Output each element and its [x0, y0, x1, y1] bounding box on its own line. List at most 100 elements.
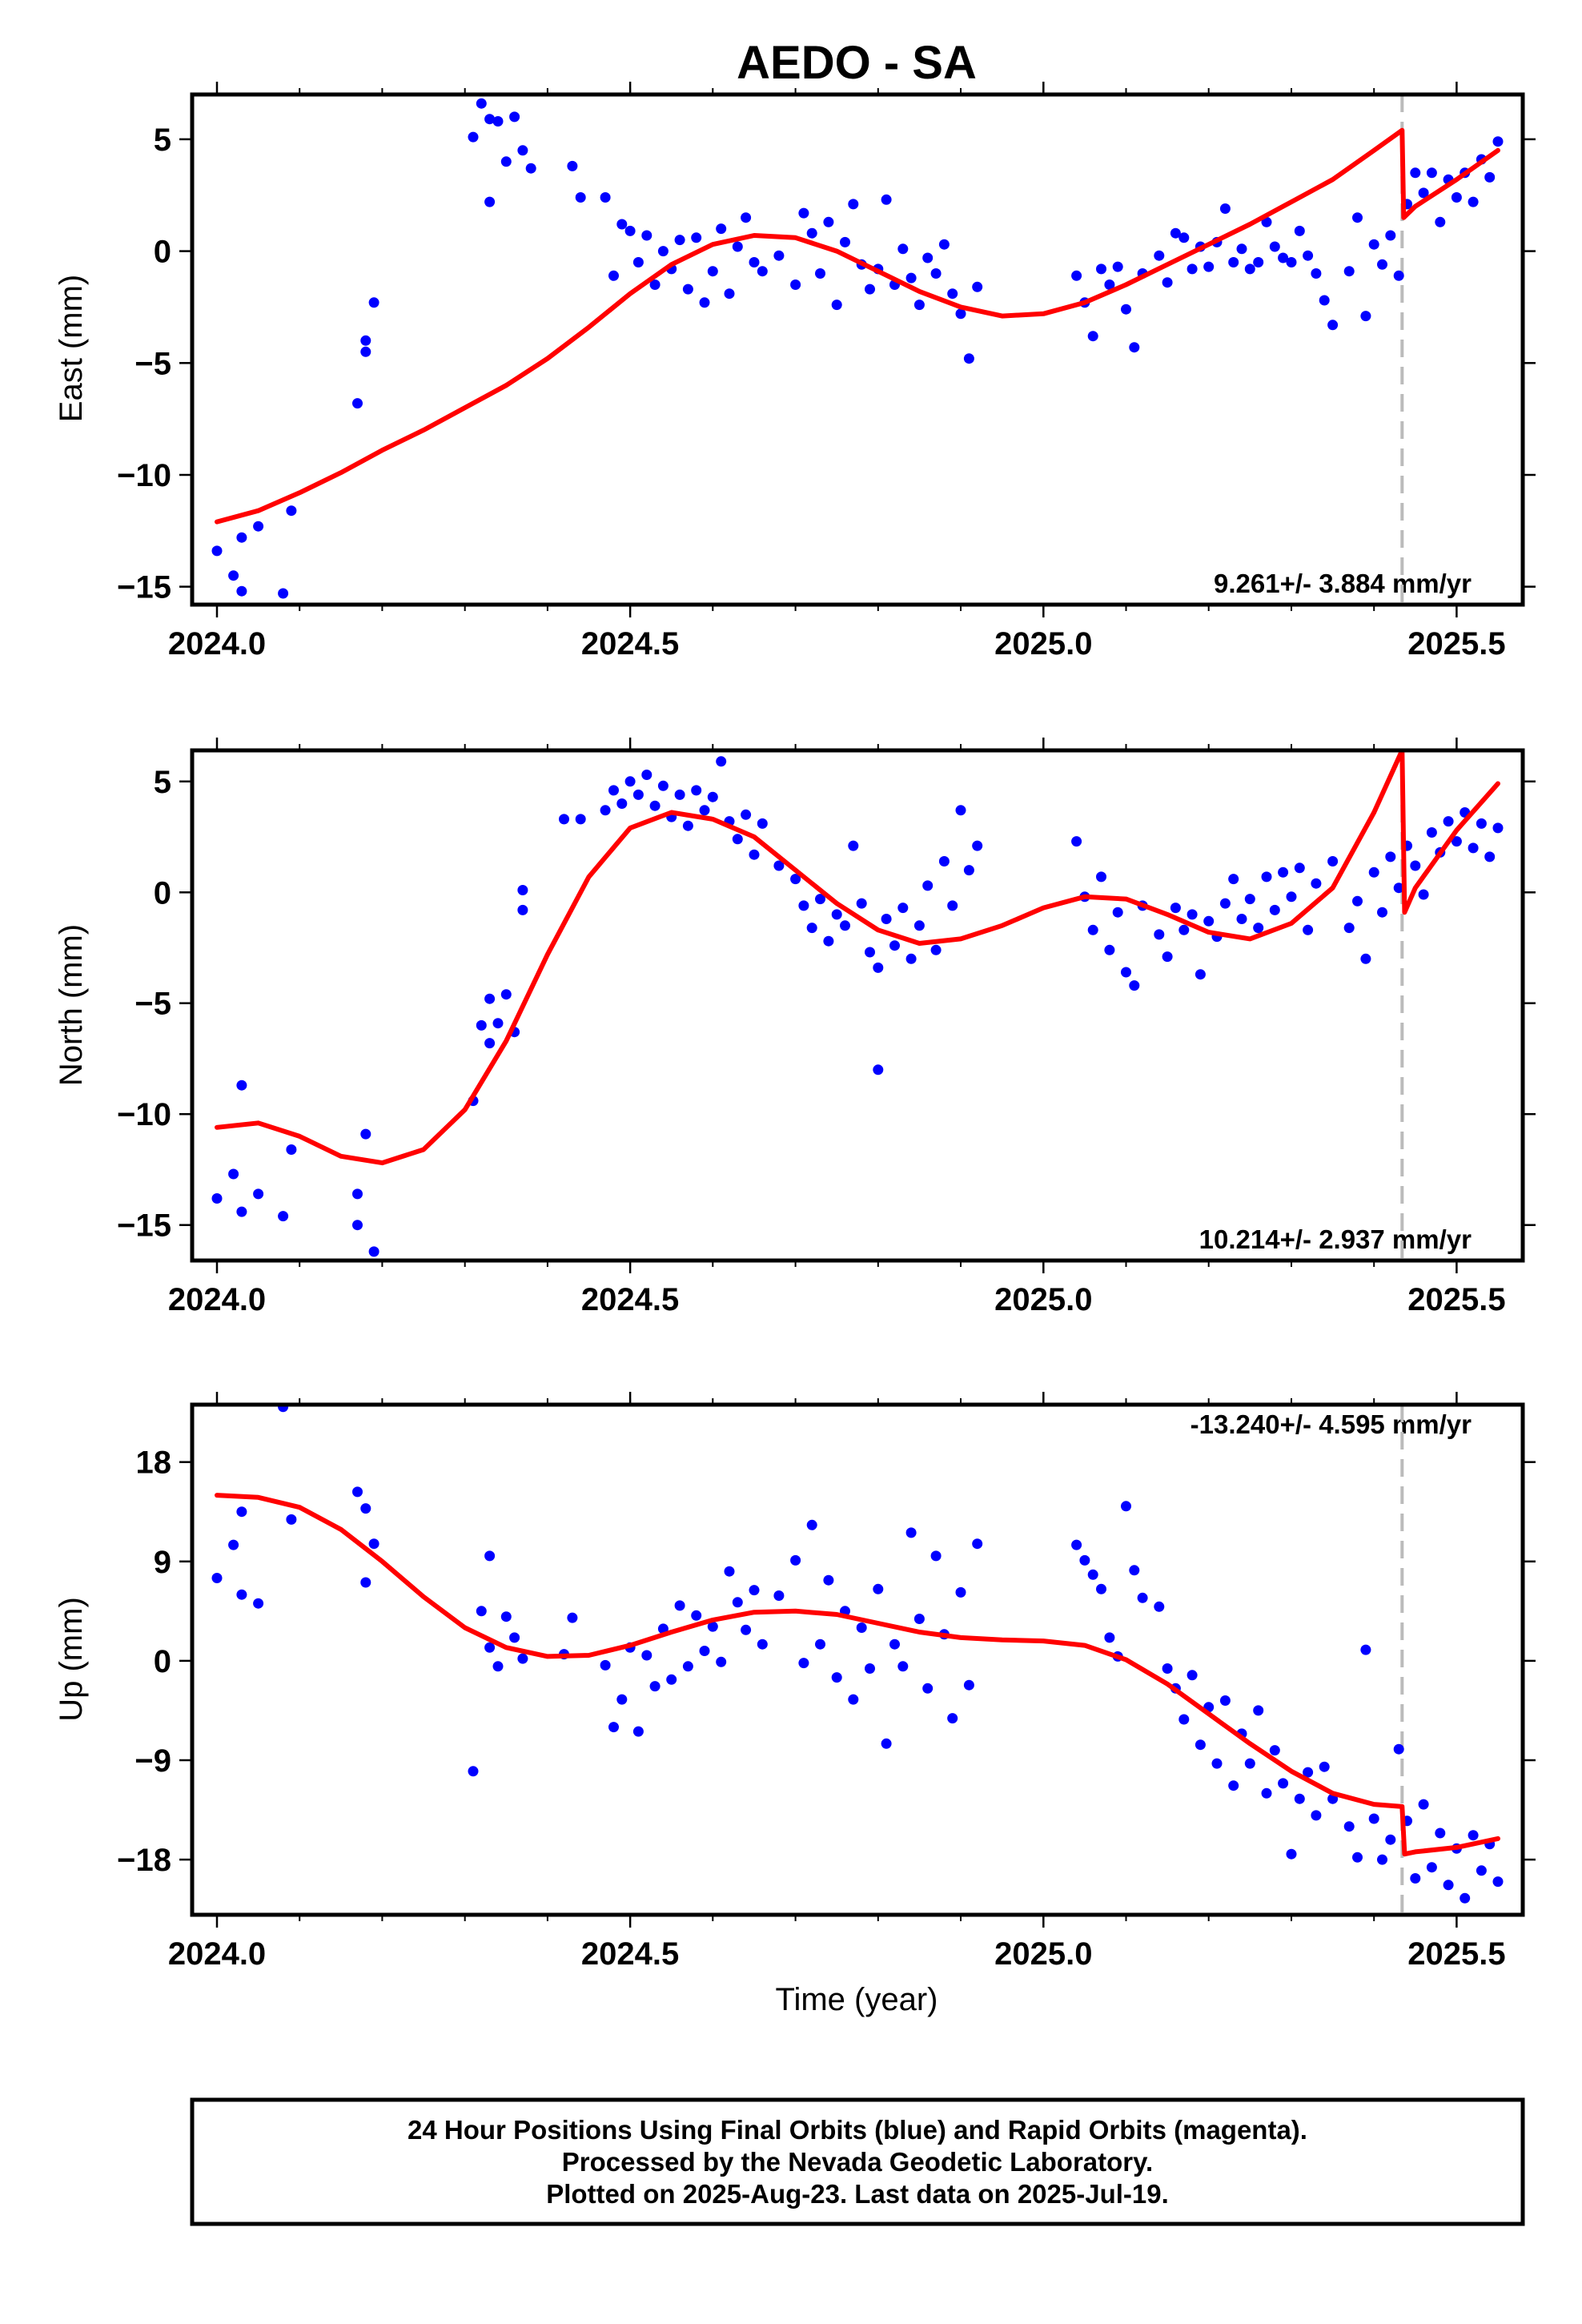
data-point — [1112, 261, 1123, 272]
data-point — [1426, 167, 1437, 179]
data-point — [1087, 924, 1098, 935]
data-point — [1195, 969, 1206, 980]
data-point — [930, 268, 942, 279]
data-point — [1162, 1663, 1173, 1674]
data-point — [1327, 320, 1339, 331]
y-tick-label: −18 — [117, 1843, 171, 1878]
plot-area-east: 2024.0 2024.5 2025.0 2025.5 5 0 −5 −10 −15 — [117, 82, 1536, 661]
data-point — [1311, 1810, 1322, 1821]
data-point — [732, 834, 743, 845]
x-tick-label: 2024.0 — [168, 1282, 266, 1317]
data-point — [840, 920, 850, 931]
data-point — [1253, 257, 1264, 267]
data-point — [649, 1681, 661, 1692]
data-point — [1352, 895, 1363, 907]
data-point — [682, 1661, 693, 1672]
data-point — [1195, 1739, 1206, 1751]
data-point — [947, 288, 958, 300]
data-point — [1377, 907, 1387, 918]
model-curve — [215, 127, 1500, 525]
data-point — [905, 272, 917, 283]
data-point — [1368, 1813, 1379, 1824]
data-point — [1492, 136, 1504, 147]
data-point — [1385, 230, 1396, 241]
plot-content-north — [211, 750, 1504, 1261]
data-point — [1244, 894, 1255, 905]
data-point — [873, 962, 884, 973]
data-point — [492, 1661, 504, 1672]
data-point — [484, 993, 496, 1004]
data-point — [649, 279, 661, 290]
data-point — [963, 1679, 974, 1691]
data-point — [716, 1656, 727, 1667]
data-point — [352, 1188, 363, 1200]
data-point — [716, 223, 727, 235]
data-point — [889, 940, 900, 951]
data-point — [881, 194, 892, 205]
data-point — [889, 1638, 900, 1650]
data-point — [286, 1144, 297, 1155]
data-point — [865, 947, 875, 958]
data-point — [1278, 866, 1289, 878]
data-point — [1170, 903, 1181, 914]
data-point — [1385, 851, 1396, 862]
data-point — [1294, 862, 1305, 874]
data-point — [947, 1713, 958, 1724]
data-point — [905, 1527, 917, 1538]
data-point — [666, 1674, 677, 1685]
data-point — [1294, 225, 1305, 236]
data-point — [1178, 232, 1190, 243]
data-point — [352, 398, 363, 409]
data-point — [1087, 1569, 1098, 1580]
data-point — [360, 1577, 371, 1588]
data-point — [476, 98, 487, 109]
data-point — [624, 225, 636, 236]
data-point — [1484, 851, 1496, 862]
data-point — [286, 1514, 297, 1525]
y-tick-label: −5 — [135, 987, 171, 1022]
data-point — [616, 1694, 628, 1705]
footer-line-3: Plotted on 2025-Aug-23. Last data on 202… — [546, 2179, 1169, 2209]
north-y-axis-label: North (mm) — [54, 924, 89, 1086]
y-tick-label: −15 — [117, 570, 171, 605]
data-point — [865, 1663, 875, 1674]
footer-line-2: Processed by the Nevada Geodetic Laborat… — [562, 2147, 1153, 2177]
data-point — [236, 1080, 247, 1091]
y-tick-label: −15 — [117, 1208, 171, 1244]
data-point — [938, 856, 950, 866]
data-point — [236, 1206, 247, 1217]
data-point — [1253, 923, 1264, 934]
data-point — [790, 279, 801, 290]
data-point — [848, 1694, 859, 1705]
data-point — [1186, 909, 1198, 920]
data-point — [856, 898, 867, 909]
data-point — [913, 300, 925, 311]
data-point — [500, 989, 512, 1000]
data-point — [732, 241, 743, 252]
data-point — [1360, 1644, 1371, 1655]
x-tick-label: 2025.0 — [994, 1936, 1092, 1972]
data-point — [525, 163, 536, 174]
y-tick-label: −9 — [135, 1743, 171, 1779]
data-point — [1435, 1827, 1446, 1839]
x-tick-label: 2024.5 — [581, 1282, 679, 1317]
data-point — [955, 1586, 966, 1598]
data-point — [236, 532, 247, 543]
data-point — [1451, 836, 1462, 847]
data-point — [955, 805, 966, 816]
data-point — [806, 923, 817, 934]
data-point — [600, 1659, 611, 1671]
data-point — [1112, 907, 1123, 918]
data-point — [608, 1722, 619, 1733]
data-point — [806, 1519, 817, 1530]
data-point — [1170, 227, 1181, 239]
data-point — [897, 243, 909, 255]
data-point — [707, 791, 718, 802]
data-point — [757, 266, 768, 277]
data-point — [1410, 1873, 1421, 1884]
up-y-axis-label: Up (mm) — [54, 1597, 89, 1722]
data-point — [897, 1661, 909, 1672]
data-point — [1219, 203, 1231, 214]
data-point — [492, 116, 504, 127]
